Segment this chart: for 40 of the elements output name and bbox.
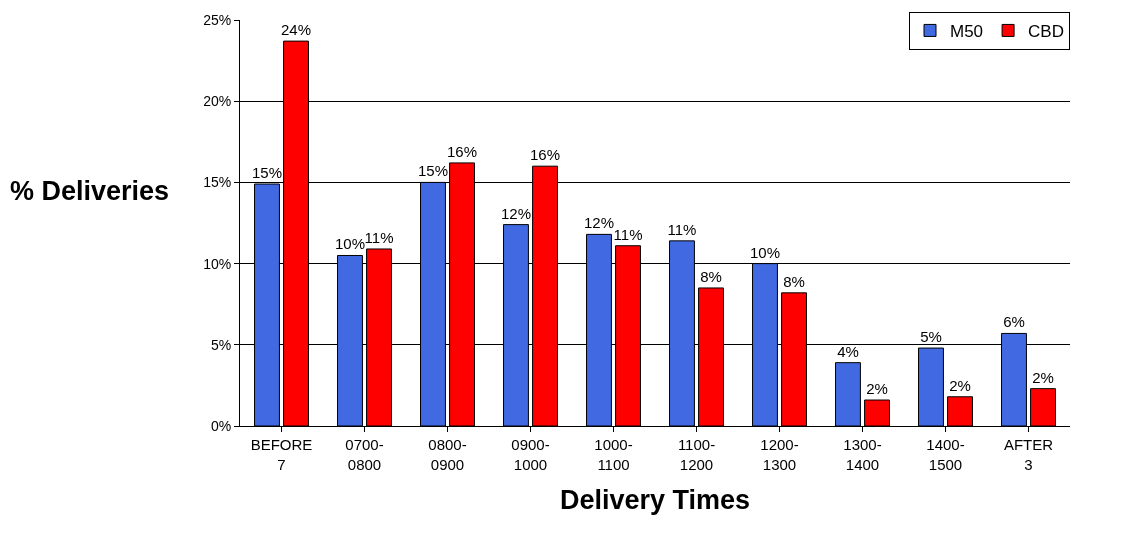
legend-label: CBD [1028,22,1064,42]
y-axis-title: % Deliveries [10,176,170,206]
x-tick-label: 0900-1000 [511,436,550,473]
y-tick-label: 0% [210,417,232,434]
x-tick-label: 0700-0800 [345,436,384,473]
data-label: 2% [949,376,971,394]
x-axis-title: Delivery Times [559,484,751,515]
data-label: 6% [1003,313,1025,331]
x-tick-label: 1400-1500 [926,436,965,473]
legend-label: M50 [950,22,984,42]
x-tick-label: AFTER 3 [1003,436,1054,473]
data-label: 10% [749,243,780,261]
data-label: 24% [281,21,312,39]
x-tick-label: BEFORE 7 [250,436,313,473]
y-tick-label: 10% [203,255,232,272]
data-label: 11% [613,225,643,243]
data-label: 15% [417,162,448,180]
data-label: 16% [530,146,561,164]
x-tick-label: 1300-1400 [843,436,882,473]
data-label: 8% [783,272,805,290]
data-label: 12% [583,214,614,232]
y-tick-label: 5% [210,336,232,353]
x-tick-label: 0800-0900 [428,436,467,473]
data-label: 5% [920,328,942,346]
data-label: 12% [500,204,531,222]
data-label: 11% [364,228,394,246]
x-tick-label: 1200-1300 [760,436,799,473]
data-label: 11% [667,220,697,238]
y-tick-label: 20% [203,93,232,110]
data-label: 2% [1032,368,1054,386]
data-label: 15% [251,164,282,182]
data-label: 8% [700,267,722,285]
data-label: 10% [334,235,365,253]
y-tick-label: 15% [203,174,232,191]
x-tick-label: 1100-1200 [677,436,716,473]
data-label: 4% [837,342,859,360]
x-tick-label: 1000-1100 [594,436,633,473]
data-label: 2% [866,380,888,398]
data-label: 16% [447,142,478,160]
y-tick-label: 25% [203,11,232,28]
